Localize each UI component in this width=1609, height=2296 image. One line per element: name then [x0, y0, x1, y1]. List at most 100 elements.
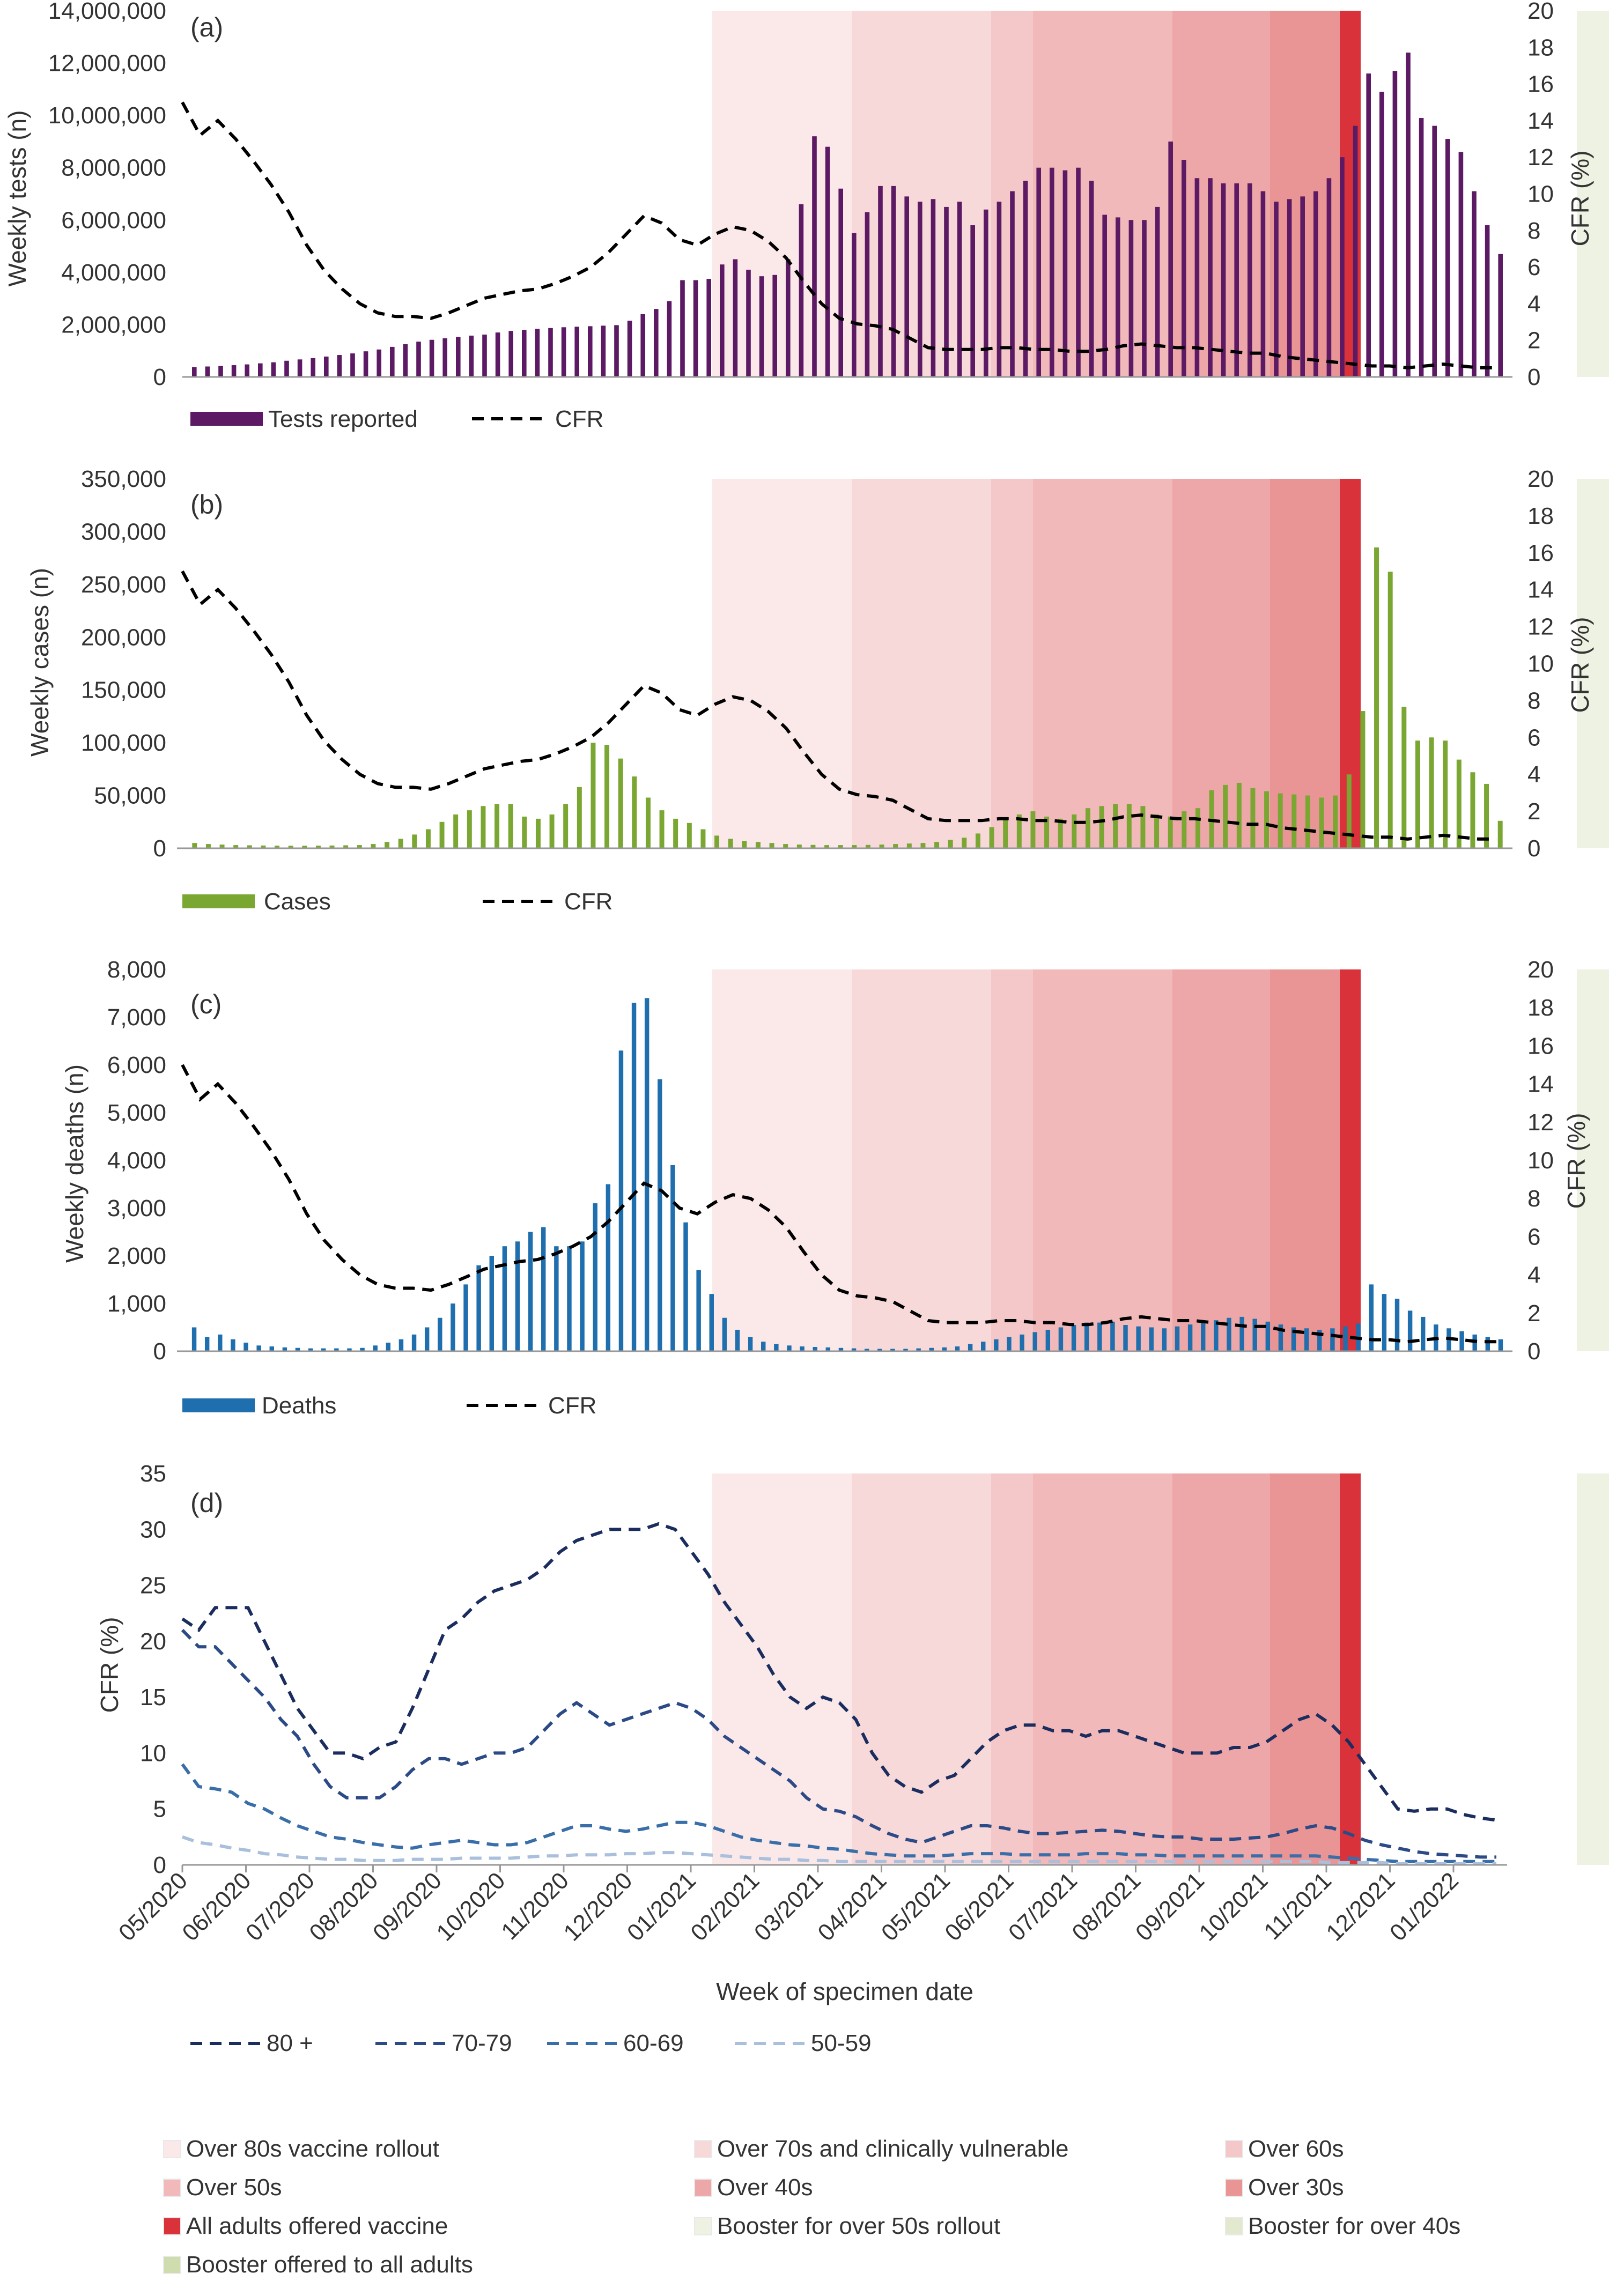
panel-c-y-axis-title: Weekly deaths (n): [61, 1064, 88, 1263]
panel-c-y2tick: 2: [1527, 1300, 1540, 1327]
panel-a-bar: [1010, 191, 1015, 377]
panel-b-bar: [288, 846, 293, 848]
panel-a-ytick: 10,000,000: [48, 102, 166, 129]
panel-d-xtick: 05/2021: [876, 1867, 955, 1946]
panel-a-bar: [878, 186, 883, 377]
panel-b-bar: [1168, 816, 1173, 848]
panel-b-ytick: 0: [153, 835, 166, 862]
panel-b-bar: [618, 758, 623, 848]
panel-a-bar: [1366, 73, 1371, 377]
panel-c-bar: [631, 1003, 637, 1351]
panel-a-bar: [1076, 167, 1081, 377]
panel-a-bar: [377, 349, 382, 377]
panel-b-bar: [494, 804, 500, 848]
panel-c-bar: [231, 1339, 235, 1351]
panel-c-y2-axis-title: CFR (%): [1562, 1113, 1590, 1209]
panel-a-bar: [640, 314, 646, 377]
panel-b-bar: [1429, 737, 1434, 848]
panel-d-shade-5: [1270, 1473, 1340, 1865]
panel-d-ytick: 10: [140, 1740, 166, 1766]
panel-b-bar: [1182, 811, 1187, 848]
panel-d-shade-1: [852, 1473, 991, 1865]
panel-b-bar: [1470, 772, 1475, 848]
panel-d-ytick: 35: [140, 1461, 166, 1487]
panel-d-xtick: 06/2021: [940, 1867, 1018, 1946]
panel-c-y2tick: 18: [1527, 995, 1554, 1021]
panel-d-xtick: 10/2021: [1194, 1867, 1273, 1946]
vaccine-legend-label: Over 70s and clinically vulnerable: [717, 2136, 1068, 2162]
panel-b-bar: [632, 776, 637, 848]
panel-b-bar: [1236, 782, 1242, 848]
panel-b-bar: [975, 833, 980, 848]
panel-c-shade-1: [852, 969, 991, 1351]
panel-b-bar: [714, 835, 720, 848]
panel-c-bar: [334, 1348, 339, 1351]
panel-b-bar: [1154, 814, 1160, 848]
panel-a-bar: [403, 344, 408, 377]
panel-b-bar: [783, 844, 788, 848]
panel-a-bar: [363, 351, 368, 377]
panel-c-bar: [1485, 1337, 1490, 1351]
panel-a-bar: [389, 346, 395, 377]
panel-b-bar: [1140, 806, 1146, 848]
panel-c-ytick: 4,000: [107, 1147, 166, 1174]
panel-d-ytick: 15: [140, 1684, 166, 1710]
panel-d-line-80: [181, 1522, 1497, 1822]
panel-b-bar: [1044, 816, 1050, 848]
panel-c-bar: [1136, 1326, 1141, 1351]
panel-b-bar: [673, 818, 678, 848]
panel-a-bar: [521, 330, 527, 377]
panel-a-y2tick: 16: [1527, 71, 1554, 98]
panel-b-bar: [233, 845, 239, 848]
panel-a-bar: [1102, 214, 1108, 377]
panel-d-xtick: 03/2021: [749, 1867, 828, 1946]
panel-a-bar: [825, 146, 830, 377]
panel-c-bar: [994, 1339, 999, 1351]
panel-a-y2tick: 18: [1527, 34, 1554, 61]
panel-b-cfr-line: [181, 570, 1496, 841]
panel-c-legend-cfr-label: CFR: [548, 1393, 596, 1419]
panel-c-shade-3: [1033, 969, 1172, 1351]
panel-d-xtick: 01/2021: [622, 1867, 701, 1946]
panel-c-bar: [1110, 1321, 1115, 1351]
panel-c-bar: [618, 1050, 624, 1351]
panel-b-bar: [275, 846, 280, 848]
panel-c-bar: [398, 1339, 404, 1351]
panel-c-y2tick: 14: [1527, 1071, 1554, 1098]
panel-c-bar: [1317, 1329, 1322, 1351]
panel-b-label: (b): [190, 490, 223, 520]
vaccine-legend-swatch: [163, 2217, 181, 2235]
vaccine-legend-label: All adults offered vaccine: [186, 2213, 448, 2239]
panel-a-bar: [1208, 178, 1213, 377]
panel-a-bar: [785, 259, 791, 377]
panel-b-y2tick: 16: [1527, 540, 1554, 566]
panel-b-bar: [1195, 808, 1200, 848]
panel-a-bar: [1419, 118, 1424, 377]
panel-c-bar: [774, 1344, 779, 1351]
panel-d-line-50-59: [182, 1835, 1496, 1865]
vaccine-legend-label: Booster for over 40s: [1248, 2213, 1460, 2239]
vaccine-legend-swatch: [163, 2179, 181, 2197]
panel-c-bar: [1045, 1329, 1051, 1351]
panel-c-bar: [981, 1342, 986, 1351]
panel-c-bar: [1007, 1337, 1012, 1351]
panel-b-bar: [398, 839, 403, 848]
panel-c-bar: [411, 1334, 417, 1351]
panel-a-bar: [944, 206, 949, 377]
panel-b-ytick: 100,000: [81, 730, 166, 756]
panel-c-y2tick: 6: [1527, 1224, 1540, 1250]
panel-c-bar: [321, 1348, 326, 1351]
panel-b-bar: [769, 843, 774, 848]
panel-c-bar: [1330, 1328, 1335, 1351]
panel-c-y2tick: 8: [1527, 1186, 1540, 1212]
panel-c-bar: [1394, 1299, 1400, 1351]
panel-c-bar: [851, 1348, 857, 1351]
panel-b-bar: [838, 845, 843, 848]
vaccine-legend-label: Booster for over 50s rollout: [717, 2213, 1000, 2239]
panel-d-xtick: 07/2021: [1003, 1867, 1082, 1946]
panel-b-bar: [343, 845, 349, 848]
panel-a-bar: [838, 188, 844, 377]
panel-b-y2tick: 8: [1527, 687, 1540, 714]
panel-b-shade-2: [991, 479, 1033, 848]
panel-c-ytick: 6,000: [107, 1052, 166, 1078]
